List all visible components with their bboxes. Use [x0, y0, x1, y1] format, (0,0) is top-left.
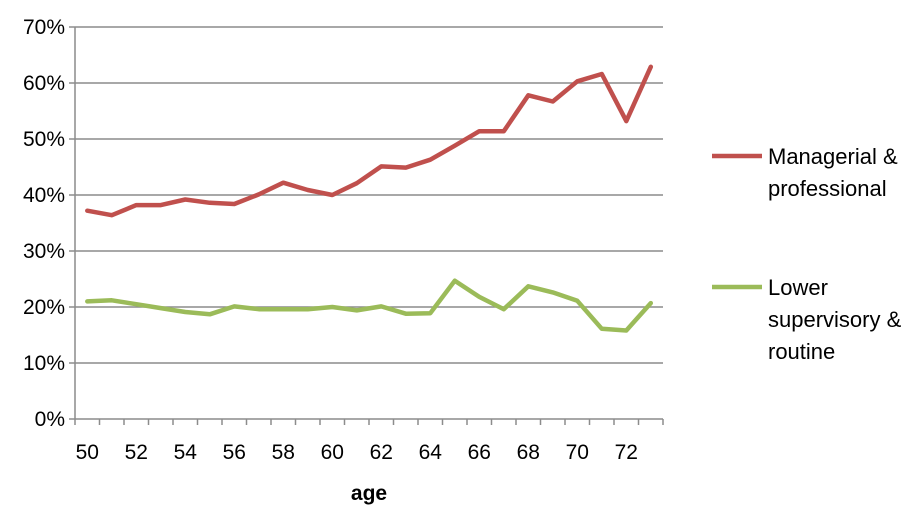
x-tick-label-64: 64	[419, 441, 443, 464]
x-tick-label-50: 50	[76, 441, 99, 464]
legend-label-line: supervisory &	[768, 307, 902, 332]
x-tick-label-60: 60	[321, 441, 344, 464]
x-tick-label-56: 56	[223, 441, 246, 464]
x-tick-label-70: 70	[566, 441, 589, 464]
axes	[69, 26, 664, 425]
y-tick-label-60: 60%	[23, 72, 65, 95]
legend-label-line: professional	[768, 176, 887, 201]
legend-label-line: Lower	[768, 275, 828, 300]
legend-label-line: Managerial &	[768, 144, 898, 169]
series-lines	[85, 64, 654, 333]
legend-label-line: routine	[768, 339, 835, 364]
y-tick-label-30: 30%	[23, 240, 65, 263]
legend-label-1: Managerial & professional	[768, 144, 898, 201]
legend-item-2: Lower supervisory & routine	[712, 275, 902, 364]
y-tick-label-40: 40%	[23, 184, 65, 207]
y-axis-tick-labels: 0% 10% 20% 30% 40% 50% 60% 70%	[23, 16, 65, 431]
gridlines	[75, 26, 663, 364]
y-tick-label-70: 70%	[23, 16, 65, 39]
x-tick-label-62: 62	[370, 441, 393, 464]
series-line-2	[85, 278, 654, 333]
x-tick-label-66: 66	[468, 441, 491, 464]
legend-label-2: Lower supervisory & routine	[768, 275, 902, 364]
legend: Managerial & professional Lower supervisory…	[712, 144, 902, 364]
series-line-1	[85, 64, 654, 218]
x-tick-label-72: 72	[615, 441, 638, 464]
x-tick-label-58: 58	[272, 441, 295, 464]
legend-item-1: Managerial & professional	[712, 144, 898, 201]
x-tick-label-54: 54	[174, 441, 198, 464]
x-tick-label-68: 68	[517, 441, 540, 464]
x-tick-label-52: 52	[125, 441, 148, 464]
y-tick-label-0: 0%	[35, 408, 65, 431]
y-tick-label-10: 10%	[23, 352, 65, 375]
x-axis-tick-labels: 50 52 54 56 58 60 62 64 66 68 70 72	[76, 441, 638, 464]
y-tick-label-20: 20%	[23, 296, 65, 319]
y-tick-label-50: 50%	[23, 128, 65, 151]
x-axis-title: age	[351, 482, 387, 505]
